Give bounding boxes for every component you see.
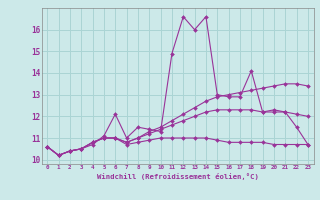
- X-axis label: Windchill (Refroidissement éolien,°C): Windchill (Refroidissement éolien,°C): [97, 173, 259, 180]
